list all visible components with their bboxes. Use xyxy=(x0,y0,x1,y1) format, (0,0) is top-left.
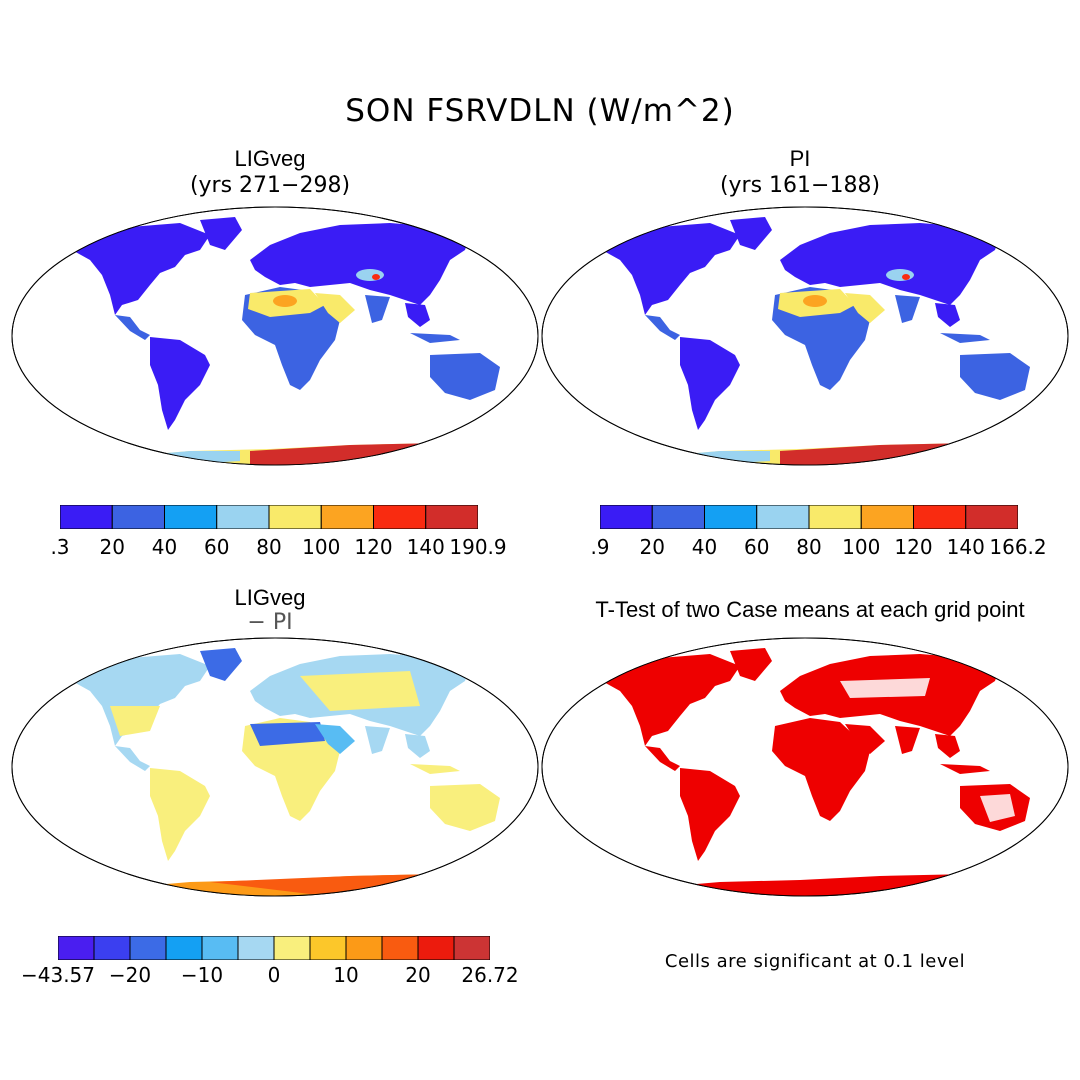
colorbar-swatch xyxy=(320,504,374,530)
colorbar-diff xyxy=(57,935,491,961)
colorbar-swatch xyxy=(965,504,1019,530)
colorbar-lig xyxy=(59,504,479,530)
colorbar-swatch xyxy=(237,935,275,961)
colorbar-swatch xyxy=(309,935,347,961)
colorbar-tick-label: 120 xyxy=(354,535,393,559)
colorbar-tick-label: 80 xyxy=(256,535,282,559)
colorbar-tick-label: 20 xyxy=(405,963,431,987)
colorbar-swatch xyxy=(453,935,491,961)
colorbar-tick-label: 80 xyxy=(796,535,822,559)
colorbar-tick-label: 10 xyxy=(333,963,359,987)
colorbar-tick-label: 20 xyxy=(639,535,665,559)
panel-diff-title: LIGveg xyxy=(234,585,306,610)
colorbar-swatch xyxy=(268,504,322,530)
colorbar-tick-label: .9 xyxy=(590,535,610,559)
panel-lig-title: LIGveg xyxy=(234,146,306,171)
colorbar-tick-label: 100 xyxy=(842,535,881,559)
colorbar-tick-label: 140 xyxy=(946,535,985,559)
colorbar-swatch xyxy=(860,504,914,530)
colorbar-swatch xyxy=(808,504,862,530)
colorbar-tick-label: −43.57 xyxy=(20,963,96,987)
colorbar-swatch xyxy=(913,504,967,530)
colorbar-swatch xyxy=(93,935,131,961)
colorbar-tick-label: 60 xyxy=(744,535,770,559)
colorbar-swatch xyxy=(57,935,95,961)
map-diff xyxy=(10,636,540,898)
colorbar-tick-label: 0 xyxy=(267,963,281,987)
colorbar-swatch xyxy=(425,504,479,530)
colorbar-diff-labels: −43.57 −20 −10 0 10 20 26.72 xyxy=(21,963,519,987)
colorbar-tick-label: 40 xyxy=(691,535,718,559)
colorbar-swatch xyxy=(345,935,383,961)
map-ttest xyxy=(540,636,1070,898)
colorbar-tick-label: 60 xyxy=(204,535,230,559)
colorbar-tick-label: −10 xyxy=(180,963,224,987)
colorbar-swatch xyxy=(59,504,113,530)
colorbar-swatch xyxy=(165,935,203,961)
map-pi xyxy=(540,205,1070,467)
colorbar-swatch xyxy=(381,935,419,961)
colorbar-tick-label: −20 xyxy=(108,963,152,987)
panel-pi-subtitle: (yrs 161−188) xyxy=(719,173,881,198)
colorbar-pi-swatches xyxy=(599,504,1019,530)
colorbar-swatch xyxy=(599,504,653,530)
colorbar-tick-label: .3 xyxy=(50,535,70,559)
colorbar-tick-label: 26.72 xyxy=(461,963,519,987)
panel-lig-subtitle: (yrs 271−298) xyxy=(189,173,351,198)
colorbar-tick-label: 120 xyxy=(894,535,933,559)
colorbar-pi xyxy=(599,504,1019,530)
colorbar-swatch xyxy=(756,504,810,530)
colorbar-tick-label: 20 xyxy=(99,535,125,559)
panel-pi-title: PI xyxy=(789,146,811,171)
colorbar-lig-swatches xyxy=(59,504,479,530)
colorbar-swatch xyxy=(417,935,455,961)
colorbar-swatch xyxy=(111,504,165,530)
colorbar-tick-label: 40 xyxy=(151,535,178,559)
colorbar-swatch xyxy=(201,935,239,961)
colorbar-tick-label: 100 xyxy=(302,535,341,559)
colorbar-tick-label: 190.9 xyxy=(449,535,507,559)
colorbar-swatch xyxy=(373,504,427,530)
colorbar-swatch xyxy=(216,504,270,530)
colorbar-diff-swatches xyxy=(57,935,491,961)
colorbar-swatch xyxy=(164,504,218,530)
panel-ttest-footnote: Cells are significant at 0.1 level xyxy=(664,951,966,972)
panel-diff-subtitle: − PI xyxy=(247,610,293,635)
figure-title: SON FSRVDLN (W/m^2) xyxy=(345,93,735,129)
colorbar-swatch xyxy=(129,935,167,961)
panel-ttest-title: T-Test of two Case means at each grid po… xyxy=(595,597,1025,622)
colorbar-pi-labels: .9 20 40 60 80 100 120 140 166.2 xyxy=(590,535,1046,559)
map-lig xyxy=(10,205,540,467)
colorbar-swatch xyxy=(651,504,705,530)
colorbar-tick-label: 140 xyxy=(406,535,445,559)
colorbar-tick-label: 166.2 xyxy=(989,535,1047,559)
colorbar-lig-labels: .3 20 40 60 80 100 120 140 190.9 xyxy=(50,535,506,559)
colorbar-swatch xyxy=(704,504,758,530)
colorbar-swatch xyxy=(273,935,311,961)
